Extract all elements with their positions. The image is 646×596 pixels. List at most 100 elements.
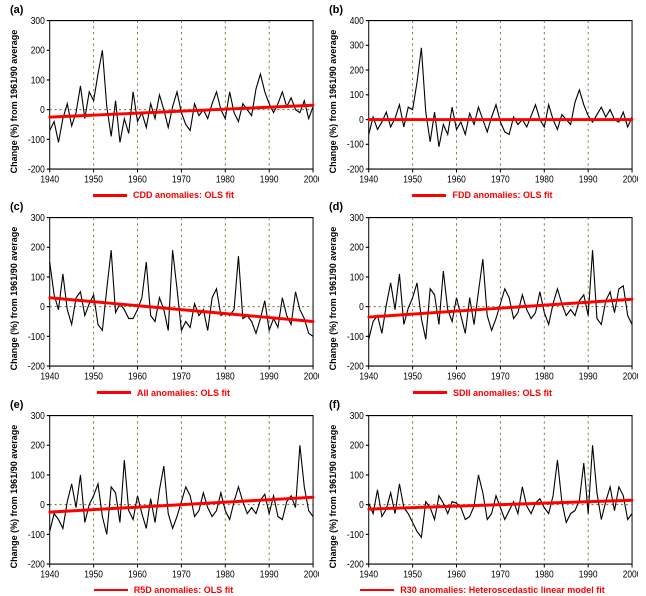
ytick-label: -200 xyxy=(28,164,45,175)
ytick-label: 300 xyxy=(31,213,45,223)
legend-swatch xyxy=(360,589,394,592)
ytick-label: 200 xyxy=(350,65,364,76)
xtick-label: 1960 xyxy=(128,372,147,383)
plot-wrap: -200-10001002003001940195019601970198019… xyxy=(20,213,319,384)
legend-swatch xyxy=(93,194,127,197)
xtick-label: 1990 xyxy=(260,569,279,580)
chart-svg: -200-10001002003001940195019601970198019… xyxy=(22,16,319,187)
panel-label: (d) xyxy=(329,201,343,213)
chart-svg: -200-10001002003001940195019601970198019… xyxy=(22,411,319,582)
ytick-label: 0 xyxy=(40,105,45,116)
panel-label: (c) xyxy=(10,201,23,213)
xtick-label: 1990 xyxy=(579,569,598,580)
plot-wrap: -200-10001002003001940195019601970198019… xyxy=(339,213,638,384)
xtick-label: 1970 xyxy=(172,174,191,185)
plot-wrap: -200-10001002003001940195019601970198019… xyxy=(20,16,319,187)
plot-area: -200-10001002003001940195019601970198019… xyxy=(341,213,638,384)
xtick-label: 2000 xyxy=(304,569,319,580)
legend: SDII anomalies: OLS fit xyxy=(327,385,638,399)
legend-swatch xyxy=(94,589,128,592)
ytick-label: -200 xyxy=(347,559,364,570)
legend-label: AII anomalies: OLS fit xyxy=(137,388,230,398)
y-axis-label: Change (%) from 1961/90 average xyxy=(8,213,20,384)
ytick-label: 200 xyxy=(350,440,364,451)
legend: AII anomalies: OLS fit xyxy=(8,385,319,399)
xtick-label: 1950 xyxy=(403,174,422,185)
xtick-label: 1950 xyxy=(84,372,103,383)
ytick-label: 0 xyxy=(359,114,364,125)
plot-wrap: -200-10001002003001940195019601970198019… xyxy=(339,411,638,582)
plot-area: -200-10001002003001940195019601970198019… xyxy=(341,411,638,582)
xtick-label: 1970 xyxy=(172,569,191,580)
panel-d: (d)Change (%) from 1961/90 average -200 -1… xyxy=(327,201,638,398)
ytick-label: 100 xyxy=(350,469,364,480)
legend-label: R5D anomalies: OLS fit xyxy=(134,585,234,595)
xtick-label: 1940 xyxy=(359,174,378,185)
ytick-label: 200 xyxy=(31,45,45,56)
xtick-label: 1960 xyxy=(447,569,466,580)
ytick-label: -200 xyxy=(347,164,364,175)
legend-label: SDII anomalies: OLS fit xyxy=(453,388,552,398)
chart-svg: -200-10001002003001940195019601970198019… xyxy=(341,411,638,582)
legend: FDD anomalies: OLS fit xyxy=(327,187,638,201)
xtick-label: 1970 xyxy=(491,569,510,580)
xtick-label: 1950 xyxy=(403,372,422,383)
xtick-label: 1970 xyxy=(491,372,510,383)
xtick-label: 2000 xyxy=(623,174,638,185)
xtick-label: 1960 xyxy=(128,569,147,580)
ytick-label: -100 xyxy=(28,332,45,343)
xtick-label: 1990 xyxy=(579,372,598,383)
plot-area: -200-10001002003001940195019601970198019… xyxy=(22,411,319,582)
plot-row: Change (%) from 1961/90 average-200-1000… xyxy=(327,16,638,187)
ytick-label: 200 xyxy=(31,242,45,253)
plot-row: Change (%) from 1961/90 average-200-1000… xyxy=(8,213,319,384)
plot-row: Change (%) from 1961/90 average-200-1000… xyxy=(327,411,638,582)
xtick-label: 1980 xyxy=(216,174,235,185)
plot-row: Change (%) from 1961/90 average-200-1000… xyxy=(327,213,638,384)
legend: R30 anomalies: Heteroscedastic linear mo… xyxy=(327,582,638,596)
ytick-label: -200 xyxy=(347,361,364,372)
xtick-label: 2000 xyxy=(304,372,319,383)
ytick-label: -100 xyxy=(347,332,364,343)
ytick-label: 300 xyxy=(350,411,364,421)
ytick-label: 300 xyxy=(31,16,45,26)
trend-line xyxy=(50,298,313,322)
xtick-label: 1950 xyxy=(403,569,422,580)
xtick-label: 1940 xyxy=(359,372,378,383)
xtick-label: 1990 xyxy=(260,174,279,185)
plot-row: Change (%) from 1961/90 average -200 -100 0… xyxy=(8,16,319,187)
legend-label: R30 anomalies: Heteroscedastic linear mo… xyxy=(400,585,605,595)
xtick-label: 1980 xyxy=(216,372,235,383)
plot-wrap: -200-10001002003004001940195019601970198… xyxy=(339,16,638,187)
legend-swatch xyxy=(412,194,446,197)
xtick-label: 2000 xyxy=(304,174,319,185)
ytick-label: -200 xyxy=(28,361,45,372)
ytick-label: 300 xyxy=(31,411,45,421)
ytick-label: -100 xyxy=(28,134,45,145)
xtick-label: 1940 xyxy=(40,569,59,580)
xtick-label: 2000 xyxy=(623,569,638,580)
ytick-label: 100 xyxy=(31,272,45,283)
xtick-label: 1950 xyxy=(84,569,103,580)
xtick-label: 1980 xyxy=(535,372,554,383)
ytick-label: 200 xyxy=(350,242,364,253)
xtick-label: 1960 xyxy=(447,372,466,383)
xtick-label: 1950 xyxy=(84,174,103,185)
xtick-label: 1970 xyxy=(172,372,191,383)
ytick-label: 300 xyxy=(350,213,364,223)
xtick-label: 1960 xyxy=(447,174,466,185)
ytick-label: 300 xyxy=(350,40,364,51)
y-axis-label: Change (%) from 1961/90 average xyxy=(8,16,20,187)
ytick-label: 100 xyxy=(31,75,45,86)
ytick-label: 0 xyxy=(359,499,364,510)
legend-label: FDD anomalies: OLS fit xyxy=(452,190,552,200)
legend: CDD anomalies: OLS fit xyxy=(8,187,319,201)
plot-area: -200-10001002003001940195019601970198019… xyxy=(22,16,319,187)
xtick-label: 1940 xyxy=(40,174,59,185)
ytick-label: 200 xyxy=(31,440,45,451)
y-axis-label: Change (%) from 1961/90 average xyxy=(327,213,339,384)
y-axis-label: Change (%) from 1961/90 average xyxy=(327,411,339,582)
xtick-label: 1970 xyxy=(491,174,510,185)
ytick-label: -100 xyxy=(28,529,45,540)
xtick-label: 1990 xyxy=(260,372,279,383)
